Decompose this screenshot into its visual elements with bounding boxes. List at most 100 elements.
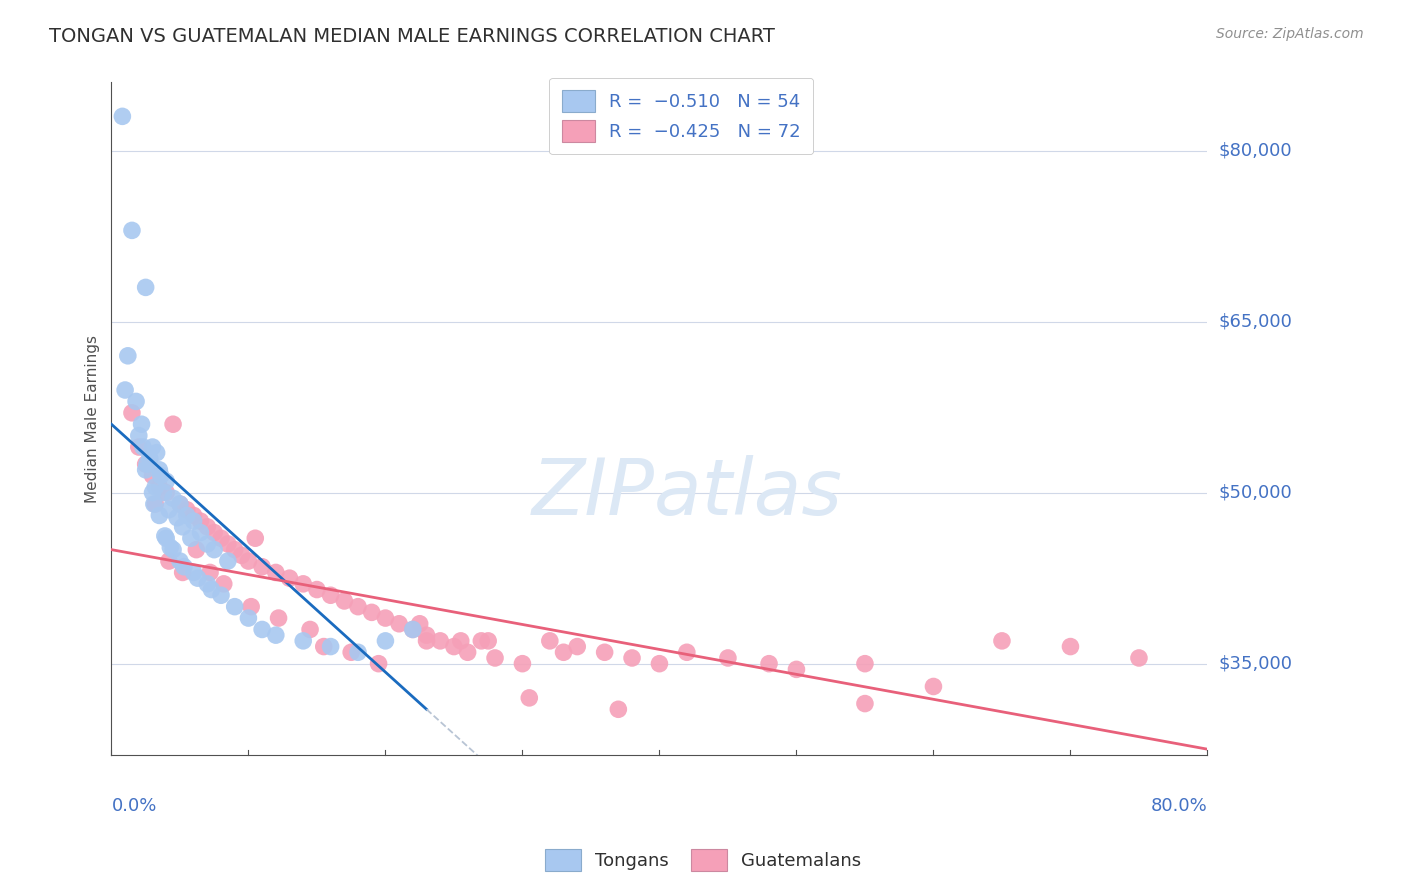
Point xyxy=(217,537,239,551)
Point xyxy=(224,599,246,614)
Point xyxy=(145,446,167,460)
Point xyxy=(149,468,172,483)
Point xyxy=(169,554,191,568)
Point xyxy=(198,566,221,580)
Text: $80,000: $80,000 xyxy=(1219,142,1292,160)
Point xyxy=(374,633,396,648)
Point xyxy=(470,633,492,648)
Point xyxy=(212,577,235,591)
Point xyxy=(319,640,342,654)
Point xyxy=(183,566,205,580)
Point xyxy=(176,508,198,523)
Y-axis label: Median Male Earnings: Median Male Earnings xyxy=(86,334,100,502)
Point xyxy=(347,645,370,659)
Point xyxy=(153,529,176,543)
Point xyxy=(267,611,290,625)
Point xyxy=(143,480,166,494)
Point xyxy=(195,537,218,551)
Point xyxy=(250,623,273,637)
Point xyxy=(991,633,1014,648)
Point xyxy=(176,502,198,516)
Point xyxy=(217,554,239,568)
Point xyxy=(292,633,315,648)
Point xyxy=(180,531,202,545)
Point xyxy=(621,651,644,665)
Point xyxy=(224,542,246,557)
Point xyxy=(231,549,253,563)
Point xyxy=(758,657,780,671)
Point xyxy=(125,394,148,409)
Point xyxy=(785,662,807,676)
Point xyxy=(141,485,163,500)
Point xyxy=(853,697,876,711)
Point xyxy=(408,616,430,631)
Point xyxy=(593,645,616,659)
Point xyxy=(202,525,225,540)
Point xyxy=(553,645,575,659)
Point xyxy=(172,520,194,534)
Point xyxy=(157,554,180,568)
Point xyxy=(148,480,170,494)
Text: ZIPatlas: ZIPatlas xyxy=(531,455,842,531)
Point xyxy=(402,623,425,637)
Point xyxy=(132,440,155,454)
Point xyxy=(853,657,876,671)
Point xyxy=(388,616,411,631)
Point xyxy=(292,577,315,591)
Point xyxy=(155,475,177,489)
Point xyxy=(141,440,163,454)
Point xyxy=(402,623,425,637)
Point xyxy=(245,531,267,545)
Point xyxy=(183,514,205,528)
Point xyxy=(312,640,335,654)
Point xyxy=(477,633,499,648)
Point xyxy=(319,588,342,602)
Point xyxy=(169,497,191,511)
Point xyxy=(238,554,260,568)
Point xyxy=(186,542,208,557)
Point xyxy=(142,497,165,511)
Point xyxy=(148,463,170,477)
Point xyxy=(135,280,157,294)
Point xyxy=(190,514,212,528)
Point xyxy=(162,542,184,557)
Text: 80.0%: 80.0% xyxy=(1150,797,1208,814)
Point xyxy=(166,510,188,524)
Text: $35,000: $35,000 xyxy=(1219,655,1292,673)
Point xyxy=(111,109,134,123)
Point xyxy=(264,566,287,580)
Point xyxy=(299,623,322,637)
Point xyxy=(367,657,389,671)
Point xyxy=(429,633,451,648)
Point xyxy=(457,645,479,659)
Point xyxy=(250,559,273,574)
Point xyxy=(238,611,260,625)
Point xyxy=(114,383,136,397)
Point xyxy=(121,223,143,237)
Point xyxy=(128,440,150,454)
Point xyxy=(190,525,212,540)
Point xyxy=(128,428,150,442)
Point xyxy=(148,508,170,523)
Point xyxy=(264,628,287,642)
Point xyxy=(136,457,159,471)
Point xyxy=(305,582,328,597)
Point xyxy=(139,451,162,466)
Point xyxy=(159,541,181,555)
Point xyxy=(374,611,396,625)
Point xyxy=(155,531,177,545)
Point xyxy=(347,599,370,614)
Point xyxy=(450,633,472,648)
Legend: Tongans, Guatemalans: Tongans, Guatemalans xyxy=(537,842,869,879)
Point xyxy=(512,657,534,671)
Point xyxy=(717,651,740,665)
Point xyxy=(415,628,437,642)
Point xyxy=(443,640,465,654)
Point xyxy=(121,406,143,420)
Point xyxy=(676,645,699,659)
Point xyxy=(209,531,232,545)
Point xyxy=(484,651,506,665)
Point xyxy=(135,463,157,477)
Point xyxy=(162,491,184,506)
Point xyxy=(117,349,139,363)
